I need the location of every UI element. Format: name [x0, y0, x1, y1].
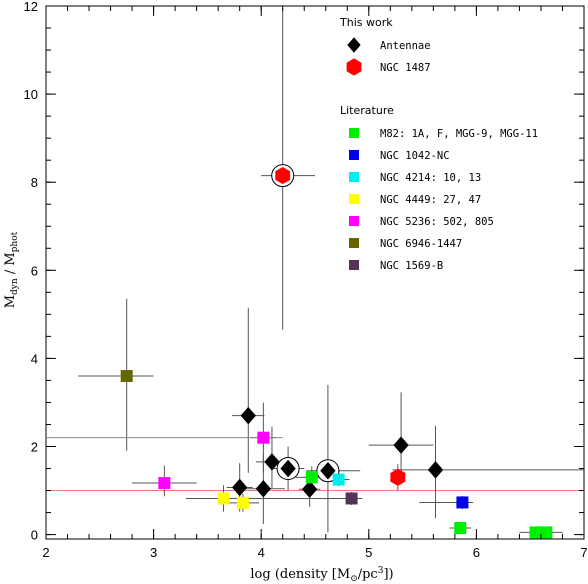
data-point	[158, 477, 171, 490]
legend-label: NGC 5236: 502, 805	[380, 216, 494, 228]
x-tick-label: 7	[580, 545, 587, 560]
data-point	[275, 167, 291, 185]
x-tick-label: 2	[42, 545, 49, 560]
y-tick-label: 6	[31, 263, 38, 278]
data-point	[264, 453, 280, 471]
plot-frame	[45, 5, 585, 540]
y-tick-label: 10	[24, 87, 38, 102]
legend-marker	[349, 194, 359, 204]
legend-marker	[349, 150, 359, 160]
data-point	[280, 459, 296, 478]
y-tick-label: 4	[31, 351, 38, 366]
data-point	[255, 480, 272, 498]
legend-marker	[349, 238, 359, 248]
x-tick-label: 3	[150, 545, 157, 560]
legend-marker	[349, 128, 359, 138]
legend-label: NGC 1487	[380, 62, 431, 74]
data-point	[305, 471, 318, 484]
legend-marker	[346, 58, 362, 76]
legend-title-literature: Literature	[340, 104, 394, 117]
data-point	[345, 492, 358, 505]
y-tick-label: 0	[31, 528, 38, 543]
data-point	[120, 370, 133, 383]
y-axis: 0 2 4 6 8 10 12	[24, 0, 584, 543]
data-point	[456, 496, 469, 509]
legend-label: NGC 4214: 10, 13	[380, 172, 481, 184]
y-tick-label: 12	[24, 0, 38, 14]
y-tick-label: 8	[31, 175, 38, 190]
data-point	[217, 492, 230, 505]
data-point	[301, 480, 318, 498]
legend: This work Literature Antennae NGC 1487 M82: …	[339, 16, 538, 272]
legend-marker	[349, 260, 359, 270]
legend-label: Antennae	[380, 40, 431, 52]
legend-marker	[349, 216, 359, 226]
error-bars	[46, 8, 584, 535]
legend-label: NGC 1042-NC	[380, 150, 450, 162]
data-markers	[120, 164, 553, 539]
x-tick-label: 6	[473, 545, 480, 560]
legend-label: NGC 4449: 27, 47	[380, 194, 481, 206]
data-point	[427, 461, 444, 479]
x-tick-label: 5	[365, 545, 372, 560]
data-point	[232, 478, 248, 497]
data-point	[529, 526, 542, 539]
data-point	[390, 468, 406, 486]
legend-marker	[347, 37, 361, 53]
data-point	[320, 461, 336, 480]
y-axis-title: Mdyn / Mphot	[3, 231, 20, 308]
data-point	[257, 431, 270, 444]
x-axis: 2 3 4 5 6 7	[42, 6, 588, 560]
legend-title-this-work: This work	[339, 16, 393, 29]
legend-label: NGC 1569-B	[380, 260, 443, 272]
legend-marker	[349, 172, 359, 182]
x-tick-label: 4	[258, 545, 265, 560]
data-point	[332, 473, 345, 486]
data-point	[236, 496, 249, 509]
data-point	[540, 526, 553, 539]
legend-label: NGC 6946-1447	[380, 238, 462, 250]
data-point	[454, 521, 467, 534]
legend-label: M82: 1A, F, MGG-9, MGG-11	[380, 128, 538, 140]
data-point	[393, 436, 409, 454]
y-tick-label: 2	[31, 439, 38, 454]
plot-border	[45, 5, 585, 540]
x-axis-title: log (density [M⊙/pc3])	[250, 566, 393, 584]
data-point	[240, 406, 256, 425]
